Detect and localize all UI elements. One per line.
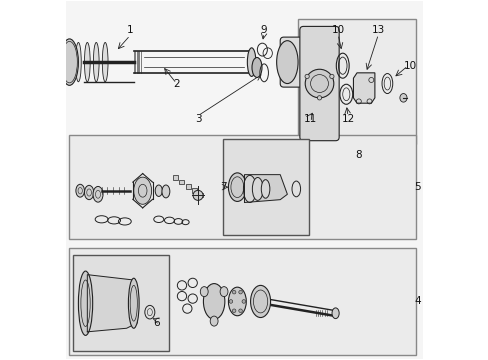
Circle shape — [305, 69, 333, 98]
Ellipse shape — [61, 39, 78, 85]
Ellipse shape — [200, 287, 208, 297]
Circle shape — [242, 300, 245, 303]
Bar — [69, 135, 415, 239]
Text: 12: 12 — [341, 114, 354, 124]
Ellipse shape — [66, 42, 72, 82]
Text: 13: 13 — [371, 25, 384, 35]
Ellipse shape — [203, 284, 224, 319]
Text: 2: 2 — [173, 78, 180, 89]
Circle shape — [232, 291, 235, 294]
Circle shape — [238, 309, 242, 312]
Text: 4: 4 — [414, 296, 420, 306]
Ellipse shape — [247, 48, 255, 76]
Circle shape — [238, 291, 242, 294]
Ellipse shape — [210, 316, 218, 326]
Circle shape — [317, 96, 321, 100]
FancyBboxPatch shape — [299, 26, 339, 141]
Ellipse shape — [261, 180, 269, 198]
Bar — [298, 19, 415, 144]
Polygon shape — [244, 175, 287, 203]
Text: 10: 10 — [331, 25, 344, 35]
Ellipse shape — [162, 185, 169, 198]
Polygon shape — [179, 180, 184, 184]
Ellipse shape — [155, 185, 162, 197]
Ellipse shape — [134, 177, 151, 204]
Ellipse shape — [84, 42, 90, 82]
Ellipse shape — [399, 94, 406, 102]
Circle shape — [329, 74, 333, 78]
Ellipse shape — [276, 41, 298, 84]
Bar — [73, 255, 169, 351]
Polygon shape — [87, 275, 137, 332]
Polygon shape — [192, 188, 197, 193]
Ellipse shape — [252, 177, 263, 201]
Circle shape — [193, 190, 203, 201]
Circle shape — [305, 74, 308, 78]
Text: 5: 5 — [414, 182, 420, 192]
Text: 8: 8 — [355, 150, 362, 160]
Polygon shape — [185, 184, 190, 189]
Text: 3: 3 — [194, 114, 201, 124]
Circle shape — [232, 309, 235, 312]
Ellipse shape — [75, 42, 81, 82]
Ellipse shape — [220, 287, 227, 297]
Bar — [69, 248, 415, 355]
Text: 9: 9 — [260, 25, 267, 35]
Ellipse shape — [78, 271, 93, 336]
FancyBboxPatch shape — [280, 37, 308, 87]
Ellipse shape — [93, 186, 103, 202]
Ellipse shape — [93, 42, 99, 82]
Ellipse shape — [228, 173, 246, 202]
Ellipse shape — [84, 185, 94, 200]
Text: 1: 1 — [126, 25, 133, 35]
Text: 6: 6 — [153, 318, 160, 328]
Text: 7: 7 — [219, 182, 226, 192]
Ellipse shape — [250, 285, 270, 318]
Polygon shape — [173, 175, 177, 180]
Circle shape — [229, 300, 232, 303]
Polygon shape — [198, 193, 203, 197]
Text: 10: 10 — [403, 61, 416, 71]
Ellipse shape — [102, 42, 108, 82]
Ellipse shape — [243, 175, 256, 203]
Ellipse shape — [128, 278, 139, 328]
Bar — [223, 139, 308, 235]
Text: 11: 11 — [304, 114, 317, 124]
Polygon shape — [353, 73, 374, 103]
Ellipse shape — [228, 287, 246, 316]
Ellipse shape — [331, 308, 339, 319]
Ellipse shape — [76, 184, 84, 197]
Ellipse shape — [251, 58, 262, 77]
